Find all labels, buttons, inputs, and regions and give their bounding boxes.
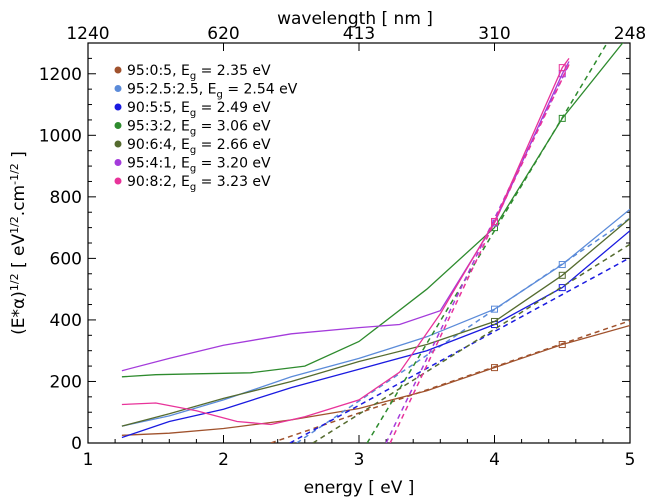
y-tick-label: 0 xyxy=(71,434,82,454)
legend-swatch xyxy=(115,122,122,129)
legend-label: 90:8:2, Eg = 3.23 eV xyxy=(127,174,271,193)
legend-label: 90:5:5, Eg = 2.49 eV xyxy=(127,100,271,119)
fit-line xyxy=(390,64,569,443)
x-tick-label: 2 xyxy=(218,450,229,470)
x-tick-label: 3 xyxy=(354,450,365,470)
x-tick-label: 4 xyxy=(489,450,500,470)
y-axis-title: (E*α)1/2 [ eV1/2.cm-1/2 ] xyxy=(8,151,29,335)
x-axis-title: energy [ eV ] xyxy=(304,478,415,498)
legend-swatch xyxy=(115,85,122,92)
plot-area: 1 2 3 4 5 1240 620 413 310 248 0 200 400 600 800 1000 12… xyxy=(8,5,646,470)
top-tick-label: 310 xyxy=(478,24,510,44)
legend-swatch xyxy=(115,159,122,166)
top-tick-label: 620 xyxy=(207,24,239,44)
legend-swatch xyxy=(115,178,122,185)
top-tick-label: 1240 xyxy=(66,24,109,44)
legend-label: 95:2.5:2.5, Eg = 2.54 eV xyxy=(127,82,298,101)
y-tick-label: 1000 xyxy=(39,126,82,146)
fit-line xyxy=(313,244,630,443)
series-line xyxy=(122,209,630,426)
legend-label: 90:6:4, Eg = 2.66 eV xyxy=(127,137,271,156)
y-tick-label: 800 xyxy=(50,188,82,208)
top-tick-label: 413 xyxy=(343,24,375,44)
y-tick-label: 400 xyxy=(50,311,82,331)
fit-line xyxy=(367,5,630,443)
legend-label: 95:4:1, Eg = 3.20 eV xyxy=(127,156,271,175)
legend-label: 95:3:2, Eg = 3.06 eV xyxy=(127,119,271,138)
legend-swatch xyxy=(115,104,122,111)
y-tick-label: 200 xyxy=(50,372,82,392)
top-tick-label: 248 xyxy=(614,24,646,44)
y-tick-label: 1200 xyxy=(39,65,82,85)
x-tick-label: 1 xyxy=(83,450,94,470)
legend-label: 95:0:5, Eg = 2.35 eV xyxy=(127,63,271,82)
series-line xyxy=(122,218,630,426)
x-tick-label: 5 xyxy=(625,450,636,470)
legend-swatch xyxy=(115,141,122,148)
series-line xyxy=(122,326,630,436)
legend-swatch xyxy=(115,67,122,74)
fit-line xyxy=(297,218,630,443)
y-tick-label: 600 xyxy=(50,249,82,269)
